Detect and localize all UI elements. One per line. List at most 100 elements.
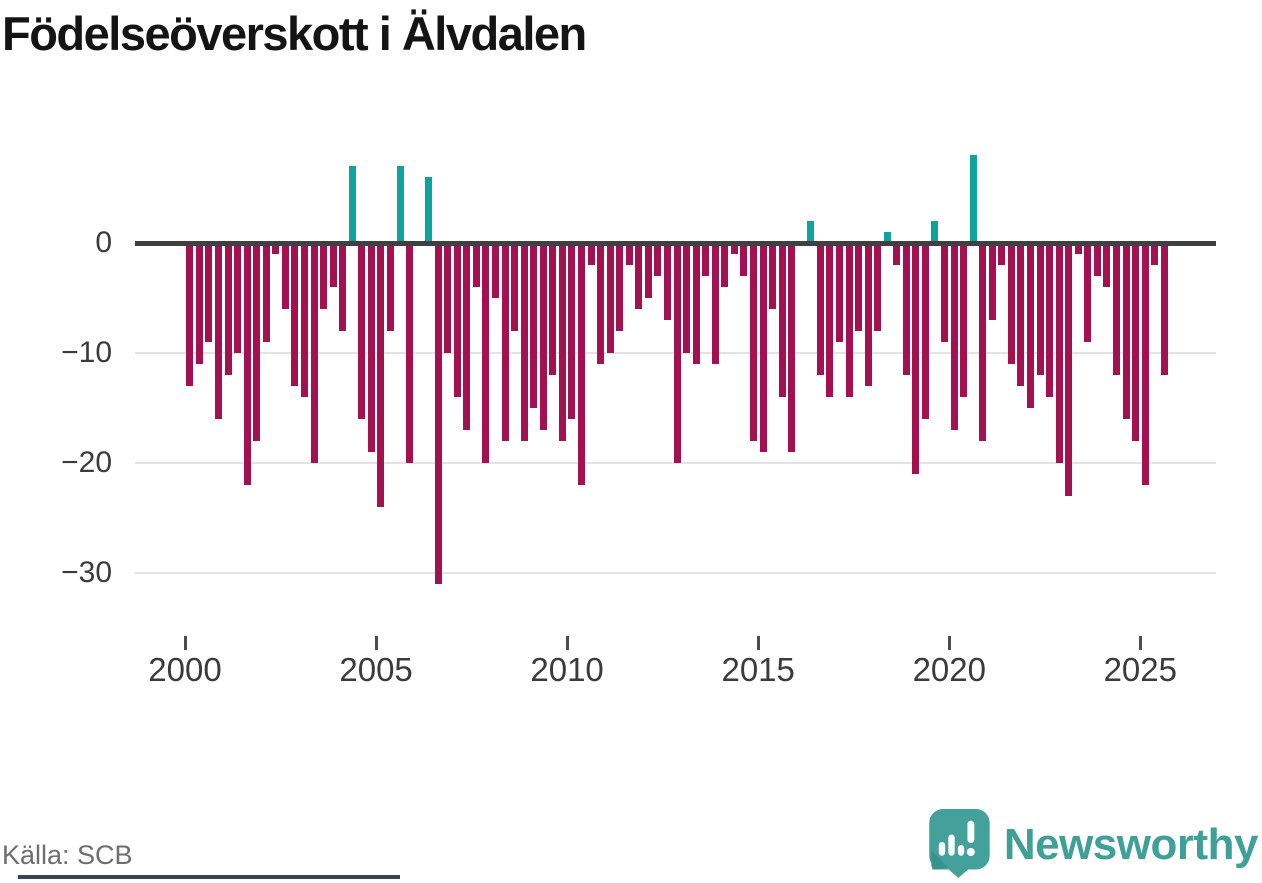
bar-2020Q4 xyxy=(979,243,987,441)
bar-2007Q3 xyxy=(472,243,480,287)
x-tick-2020 xyxy=(947,636,951,650)
bar-2005Q4 xyxy=(406,243,413,463)
bar-2002Q4 xyxy=(291,243,299,386)
bar-2012Q2 xyxy=(654,243,662,276)
bar-2015Q4 xyxy=(788,243,796,452)
bar-2009Q1 xyxy=(530,243,538,408)
bar-2021Q3 xyxy=(1007,243,1015,364)
bar-2019Q1 xyxy=(912,243,920,474)
bar-2001Q2 xyxy=(234,243,242,353)
newsworthy-wordmark: Newsworthy xyxy=(1003,820,1259,869)
bar-2001Q3 xyxy=(243,243,251,485)
bar-2012Q3 xyxy=(664,243,671,320)
y-axis-label-0: 0 xyxy=(95,226,112,259)
bar-2020Q3 xyxy=(969,155,977,243)
bar-2010Q3 xyxy=(587,243,595,265)
bar-2014Q4 xyxy=(749,243,757,441)
bar-2020Q2 xyxy=(960,243,968,397)
bar-2007Q1 xyxy=(453,243,461,397)
bar-2006Q4 xyxy=(444,243,452,353)
x-axis-label-2020: 2020 xyxy=(912,651,986,688)
bar-2022Q1 xyxy=(1027,243,1034,408)
bar-2022Q2 xyxy=(1036,243,1044,375)
x-axis-label-2005: 2005 xyxy=(339,651,413,688)
bar-2015Q3 xyxy=(778,243,786,397)
bar-2016Q3 xyxy=(816,243,824,375)
bar-2000Q2 xyxy=(195,243,203,364)
bar-2006Q2 xyxy=(425,177,433,243)
bar-2003Q1 xyxy=(300,243,308,397)
bar-2023Q1 xyxy=(1065,243,1073,496)
bar-2009Q3 xyxy=(549,243,557,375)
bar-2019Q4 xyxy=(941,243,948,342)
bar-2004Q4 xyxy=(367,243,375,452)
zero-axis-line xyxy=(135,241,1216,246)
bottom-strip xyxy=(18,875,400,879)
bar-2011Q1 xyxy=(606,243,614,353)
bar-2000Q1 xyxy=(186,243,194,386)
x-axis-label-2025: 2025 xyxy=(1103,651,1177,688)
bar-2003Q3 xyxy=(320,243,327,309)
bar-2021Q1 xyxy=(988,243,996,320)
bar-2001Q1 xyxy=(224,243,232,375)
bar-2004Q3 xyxy=(358,243,366,419)
bar-2004Q2 xyxy=(348,166,356,243)
bar-2003Q2 xyxy=(310,243,318,463)
bar-2024Q2 xyxy=(1112,243,1120,375)
bar-2016Q4 xyxy=(826,243,834,397)
bar-2024Q3 xyxy=(1122,243,1130,419)
bar-2009Q2 xyxy=(539,243,547,430)
bar-2008Q4 xyxy=(520,243,528,441)
bar-2015Q1 xyxy=(759,243,767,452)
bar-2017Q3 xyxy=(855,243,862,331)
bar-2009Q4 xyxy=(558,243,566,441)
bar-2012Q1 xyxy=(644,243,652,298)
bar-2002Q3 xyxy=(281,243,289,309)
bar-2025Q2 xyxy=(1151,243,1159,265)
bar-2022Q4 xyxy=(1055,243,1063,463)
bar-2013Q3 xyxy=(702,243,710,276)
bar-2015Q2 xyxy=(769,243,776,309)
bar-2024Q1 xyxy=(1103,243,1111,287)
bar-2003Q4 xyxy=(329,243,337,287)
bar-2021Q2 xyxy=(998,243,1006,265)
bar-2025Q1 xyxy=(1141,243,1149,485)
bar-2011Q4 xyxy=(635,243,643,309)
bar-2013Q4 xyxy=(711,243,719,364)
bar-2023Q2 xyxy=(1074,243,1082,254)
y-axis-label--10: −10 xyxy=(61,336,112,369)
bar-2000Q4 xyxy=(215,243,222,419)
bar-2007Q4 xyxy=(482,243,490,463)
bar-2007Q2 xyxy=(463,243,471,430)
bar-2017Q2 xyxy=(845,243,853,397)
bar-2001Q4 xyxy=(253,243,261,441)
bar-2010Q1 xyxy=(568,243,576,419)
bar-2022Q3 xyxy=(1046,243,1054,397)
bar-2010Q4 xyxy=(597,243,605,364)
x-axis-label-2010: 2010 xyxy=(530,651,604,688)
bar-2019Q3 xyxy=(931,221,939,243)
x-axis-label-2015: 2015 xyxy=(721,651,795,688)
bar-2011Q2 xyxy=(616,243,624,331)
bar-2005Q1 xyxy=(377,243,385,507)
bar-2018Q3 xyxy=(893,243,901,265)
bar-2017Q4 xyxy=(864,243,872,386)
bar-2019Q2 xyxy=(921,243,929,419)
bar-2016Q2 xyxy=(807,221,815,243)
x-tick-2005 xyxy=(374,636,378,650)
bar-2002Q2 xyxy=(272,243,280,254)
bar-2013Q2 xyxy=(692,243,700,364)
bar-2018Q2 xyxy=(883,232,891,243)
newsworthy-branding: Newsworthy xyxy=(928,808,1259,880)
bar-2023Q4 xyxy=(1093,243,1101,276)
x-tick-2015 xyxy=(756,636,760,650)
chart-title: Födelseöverskott i Älvdalen xyxy=(2,7,587,60)
bar-2014Q3 xyxy=(740,243,748,276)
bar-2017Q1 xyxy=(835,243,843,342)
bar-2011Q3 xyxy=(625,243,633,265)
bar-2008Q1 xyxy=(492,243,499,298)
bar-2006Q3 xyxy=(434,243,442,584)
x-tick-2010 xyxy=(565,636,569,650)
